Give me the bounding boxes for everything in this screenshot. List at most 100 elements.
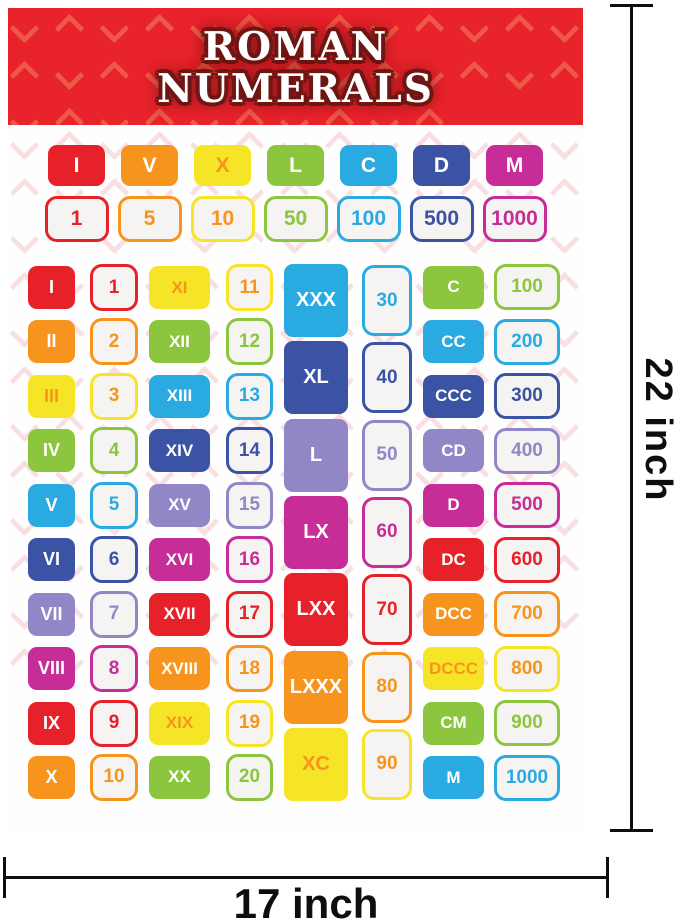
numeral-pair: XC 90: [284, 727, 412, 801]
value-box: 900: [494, 700, 560, 747]
poster-title-line2: NUMERALS: [157, 65, 434, 112]
value-box: 1000: [494, 754, 560, 801]
numeral-pair: XX 20: [149, 753, 273, 801]
roman-numeral-tile: L: [284, 418, 348, 492]
roman-numeral-tile: XVIII: [149, 647, 210, 691]
value-box: 7: [90, 590, 138, 638]
roman-numeral-tile: XV: [149, 483, 210, 527]
roman-numeral-tile: C: [340, 145, 397, 186]
value-box: 1000: [482, 196, 547, 242]
value-box: 12: [226, 318, 273, 366]
value-box: 2: [90, 318, 138, 366]
roman-numeral-tile: XIII: [149, 374, 210, 418]
numeral-pair: CD 400: [423, 427, 560, 474]
value-box: 14: [226, 427, 273, 475]
numeral-pair: XI 11: [149, 264, 273, 311]
numeral-pair: LX 60: [284, 495, 412, 569]
roman-numeral-tile: XI: [149, 266, 210, 309]
numeral-pair: IX 9: [28, 699, 138, 747]
grid-column-tens: XXX 30 XL 40 L 50 LX 60 LXX 70 LXXX 80 XC 90: [284, 264, 412, 801]
roman-numeral-tile: CD: [423, 429, 484, 473]
value-box: 200: [494, 318, 560, 365]
poster-header: ROMAN NUMERALS: [8, 8, 583, 125]
height-dimension-line: [610, 4, 653, 832]
poster-title: ROMAN NUMERALS: [8, 8, 583, 125]
roman-numeral-tile: XIV: [149, 429, 210, 473]
roman-numeral-tile: CC: [423, 320, 484, 364]
value-box: 16: [226, 536, 273, 584]
numeral-pair: XL 40: [284, 341, 412, 415]
roman-numeral-tile: XIX: [149, 701, 210, 745]
roman-numeral-tile: C: [423, 265, 484, 309]
roman-numeral-tile: I: [48, 145, 105, 186]
value-box: 300: [494, 373, 560, 420]
roman-numeral-tile: XL: [284, 341, 348, 415]
value-box: 20: [226, 753, 273, 801]
numeral-pair: DCC 700: [423, 591, 560, 638]
numeral-pair: VII 7: [28, 590, 138, 638]
roman-numeral-tile: V: [28, 483, 75, 527]
grid-column-teens: XI 11 XII 12 XIII 13 XIV 14 XV 15 XVI 16 XVII 17 XVIII…: [149, 264, 273, 801]
height-dimension-label: 22 inch: [637, 357, 679, 503]
value-box: 17: [226, 590, 273, 638]
numeral-pair: XXX 30: [284, 264, 412, 337]
value-box: 3: [90, 372, 138, 420]
value-box: 11: [226, 264, 273, 311]
value-box: 5: [117, 196, 182, 242]
numeral-pair: DCCC 800: [423, 645, 560, 692]
numeral-pair: LXX 70: [284, 573, 412, 647]
key-value-row: 1 5 10 50 100 500 1000: [8, 196, 583, 242]
roman-numeral-tile: CCC: [423, 374, 484, 418]
numeral-pair: XVI 16: [149, 536, 273, 584]
numeral-pair: IV 4: [28, 427, 138, 475]
numeral-grid: I 1 II 2 III 3 IV 4 V 5 VI 6 VII 7 VIII 8 IX 9 X 10 XI 11 XII 1…: [28, 264, 560, 801]
roman-numeral-tile: XC: [284, 727, 348, 801]
numeral-pair: XII 12: [149, 318, 273, 366]
numeral-pair: LXXX 80: [284, 650, 412, 724]
value-box: 6: [90, 536, 138, 584]
roman-numeral-tile: VI: [28, 538, 75, 582]
roman-numeral-tile: VII: [28, 592, 75, 636]
value-box: 1: [90, 264, 138, 311]
numeral-pair: DC 600: [423, 536, 560, 583]
value-box: 40: [362, 342, 412, 414]
numeral-pair: L 50: [284, 418, 412, 492]
numeral-pair: III 3: [28, 372, 138, 420]
numeral-pair: M 1000: [423, 754, 560, 801]
roman-numeral-tile: XX: [149, 755, 210, 799]
numeral-pair: D 500: [423, 482, 560, 529]
roman-numeral-tile: X: [194, 145, 251, 186]
numeral-pair: VI 6: [28, 536, 138, 584]
numeral-pair: CC 200: [423, 318, 560, 365]
roman-numeral-tile: XII: [149, 320, 210, 364]
value-box: 500: [494, 482, 560, 529]
poster-title-line1: ROMAN: [202, 23, 389, 70]
roman-numeral-tile: CM: [423, 701, 484, 745]
roman-numeral-tile: V: [121, 145, 178, 186]
value-box: 30: [362, 265, 412, 336]
roman-numeral-tile: D: [423, 483, 484, 527]
numeral-pair: CM 900: [423, 700, 560, 747]
roman-numeral-tile: L: [267, 145, 324, 186]
roman-numeral-tile: M: [423, 756, 484, 800]
roman-numeral-tile: IX: [28, 701, 75, 745]
numeral-pair: X 10: [28, 753, 138, 801]
value-box: 500: [409, 196, 474, 242]
roman-numeral-tile: II: [28, 320, 75, 364]
roman-numeral-tile: VIII: [28, 647, 75, 691]
roman-numeral-tile: DC: [423, 538, 484, 582]
roman-numeral-tile: DCCC: [423, 647, 484, 691]
value-box: 1: [44, 196, 109, 242]
value-box: 13: [226, 372, 273, 420]
value-box: 10: [190, 196, 255, 242]
value-box: 70: [362, 574, 412, 646]
numeral-pair: XIX 19: [149, 699, 273, 747]
grid-column-ones: I 1 II 2 III 3 IV 4 V 5 VI 6 VII 7 VIII 8 IX 9 X 10: [28, 264, 138, 801]
value-box: 4: [90, 427, 138, 475]
numeral-pair: C 100: [423, 264, 560, 310]
roman-numeral-tile: XXX: [284, 264, 348, 337]
roman-numeral-tile: III: [28, 374, 75, 418]
value-box: 15: [226, 481, 273, 529]
